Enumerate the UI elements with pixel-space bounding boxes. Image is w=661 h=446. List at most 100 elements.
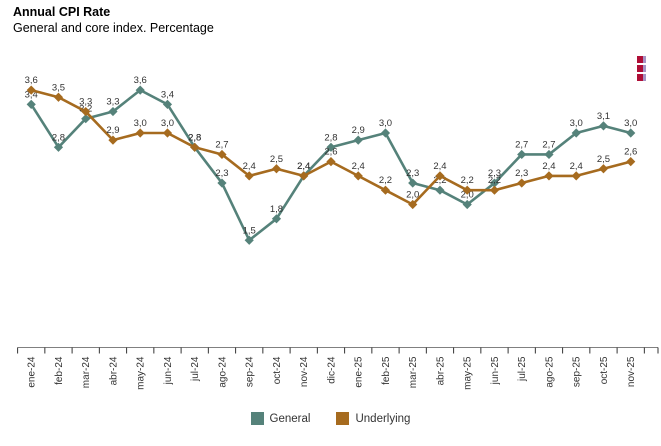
x-axis-label: abr-25 [435, 356, 446, 385]
data-label-general-ago-24: 2,3 [215, 168, 228, 179]
data-point-underlying-jun-25[interactable] [489, 185, 500, 195]
widget-menu-icon[interactable] [637, 56, 647, 83]
data-label-underlying-ago-25: 2,4 [542, 161, 555, 172]
data-point-general-may-25[interactable] [462, 199, 472, 210]
x-axis-label: jul-25 [517, 356, 528, 382]
data-point-underlying-dic-24[interactable] [326, 157, 336, 167]
data-point-general-feb-24[interactable] [53, 142, 64, 152]
data-label-underlying-may-24: 3,0 [134, 118, 147, 129]
x-axis-label: ago-25 [544, 356, 555, 388]
data-point-underlying-nov-25[interactable] [626, 157, 636, 167]
x-axis-label: jun-24 [163, 356, 174, 385]
data-label-underlying-jul-24: 2,8 [188, 132, 201, 143]
data-label-underlying-jun-24: 3,0 [161, 118, 174, 129]
menu-square-icon [637, 65, 646, 72]
data-label-general-may-25: 2,0 [461, 190, 474, 201]
data-point-underlying-mar-25[interactable] [408, 199, 418, 210]
data-point-general-may-24[interactable] [135, 85, 145, 95]
chart-legend: General Underlying [0, 412, 661, 425]
data-point-general-ago-25[interactable] [544, 149, 554, 160]
data-point-general-jul-25[interactable] [517, 149, 527, 160]
data-label-underlying-nov-24: 2,4 [297, 161, 310, 172]
data-label-general-feb-25: 3,0 [379, 118, 392, 129]
data-label-general-mar-25: 2,3 [406, 168, 419, 179]
data-point-general-ene-24[interactable] [26, 99, 36, 109]
data-point-underlying-feb-24[interactable] [53, 92, 64, 102]
x-axis-label: mar-25 [408, 356, 419, 388]
data-point-general-oct-25[interactable] [598, 121, 609, 131]
data-point-underlying-oct-24[interactable] [271, 164, 282, 174]
data-label-general-may-24: 3,6 [134, 75, 147, 86]
data-point-general-oct-24[interactable] [271, 214, 282, 224]
data-label-general-jul-24: 2,8 [188, 132, 201, 143]
x-axis-label: jul-24 [190, 356, 201, 382]
data-point-general-mar-24[interactable] [81, 114, 91, 124]
data-point-general-ene-25[interactable] [353, 135, 363, 145]
x-axis-label: oct-24 [272, 356, 283, 384]
data-point-underlying-ene-25[interactable] [353, 171, 363, 181]
legend-item-general[interactable]: General [250, 412, 311, 425]
x-axis-label: dic-24 [326, 356, 337, 384]
data-point-underlying-jun-24[interactable] [162, 128, 173, 138]
x-axis-label: may-24 [136, 356, 147, 390]
x-axis-label: sep-25 [572, 356, 583, 387]
data-label-general-ene-25: 2,9 [352, 125, 365, 136]
data-point-general-nov-25[interactable] [626, 128, 636, 138]
x-axis-label: feb-25 [381, 356, 392, 385]
data-point-general-abr-25[interactable] [435, 185, 445, 195]
data-point-general-sep-25[interactable] [571, 128, 581, 138]
data-point-general-jun-24[interactable] [162, 99, 173, 109]
data-label-underlying-ene-25: 2,4 [352, 161, 365, 172]
data-point-general-jun-25[interactable] [489, 178, 500, 188]
data-label-underlying-may-25: 2,2 [461, 175, 474, 186]
underlying-series-swatch [336, 412, 350, 425]
data-label-underlying-abr-24: 2,9 [106, 125, 119, 136]
data-label-underlying-nov-25: 2,6 [624, 147, 637, 158]
data-label-underlying-dic-24: 2,6 [324, 147, 337, 158]
data-label-general-abr-24: 3,3 [106, 97, 119, 108]
data-point-underlying-jul-24[interactable] [190, 142, 200, 152]
data-label-general-oct-24: 1,8 [270, 204, 283, 215]
data-point-underlying-mar-24[interactable] [81, 106, 91, 117]
x-axis-label: ene-25 [354, 356, 365, 388]
data-point-underlying-feb-25[interactable] [380, 185, 391, 195]
data-label-general-ago-25: 2,7 [542, 139, 555, 150]
data-label-general-feb-24: 2,8 [52, 132, 65, 143]
data-point-underlying-ago-25[interactable] [544, 171, 554, 181]
data-point-general-sep-24[interactable] [244, 235, 254, 245]
x-axis-label: nov-24 [299, 356, 310, 387]
data-point-general-abr-24[interactable] [108, 106, 118, 117]
general-series-swatch [250, 412, 264, 425]
data-label-underlying-ene-24: 3,6 [25, 75, 38, 86]
legend-label-general: General [269, 412, 311, 425]
data-point-general-ago-24[interactable] [217, 178, 227, 188]
data-label-underlying-sep-25: 2,4 [570, 161, 583, 172]
data-point-underlying-sep-24[interactable] [244, 171, 254, 181]
data-point-underlying-abr-24[interactable] [108, 135, 118, 145]
data-point-underlying-may-25[interactable] [462, 185, 472, 195]
data-point-underlying-ago-24[interactable] [217, 149, 227, 160]
data-point-underlying-may-24[interactable] [135, 128, 145, 138]
x-axis-label: jun-25 [490, 356, 501, 385]
data-label-general-nov-25: 3,0 [624, 118, 637, 129]
legend-item-underlying[interactable]: Underlying [336, 412, 410, 425]
data-point-general-feb-25[interactable] [380, 128, 391, 138]
data-point-underlying-jul-25[interactable] [517, 178, 527, 188]
data-point-underlying-oct-25[interactable] [598, 164, 609, 174]
data-label-underlying-oct-25: 2,5 [597, 154, 610, 165]
data-label-general-abr-25: 2,2 [433, 175, 446, 186]
data-point-underlying-ene-24[interactable] [26, 85, 36, 95]
data-point-underlying-nov-24[interactable] [299, 171, 309, 181]
data-point-underlying-abr-25[interactable] [435, 171, 445, 181]
data-point-general-dic-24[interactable] [326, 142, 336, 152]
data-label-general-jun-24: 3,4 [161, 89, 174, 100]
menu-square-icon [637, 74, 646, 81]
data-point-underlying-sep-25[interactable] [571, 171, 581, 181]
data-label-general-dic-24: 2,8 [324, 132, 337, 143]
x-axis-label: nov-25 [626, 356, 637, 387]
data-label-general-ene-24: 3,4 [25, 89, 38, 100]
data-label-underlying-sep-24: 2,4 [243, 161, 256, 172]
data-label-underlying-jun-25: 2,2 [488, 175, 501, 186]
data-point-general-mar-25[interactable] [408, 178, 418, 188]
